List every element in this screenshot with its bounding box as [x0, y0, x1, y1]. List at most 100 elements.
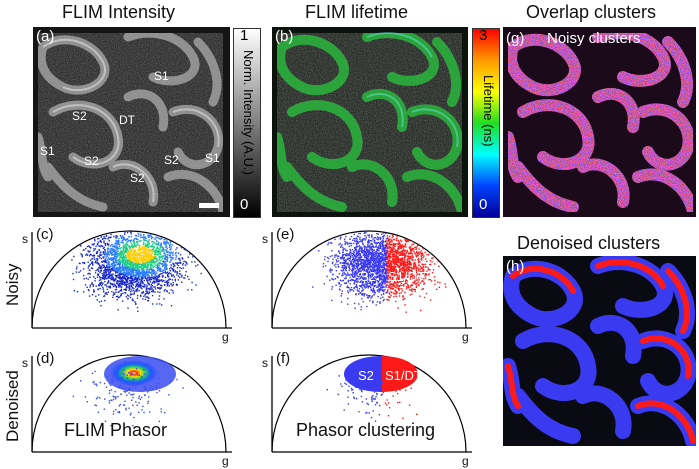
scatter-point [115, 251, 117, 254]
scatter-point [175, 254, 177, 257]
scatter-point [148, 275, 151, 277]
scatter-point [163, 251, 165, 253]
scatter-point [139, 273, 141, 276]
scatter-point [400, 280, 403, 282]
scatter-point [353, 246, 356, 249]
scatter-point [175, 248, 177, 251]
scatter-point [137, 383, 140, 386]
scatter-point [375, 259, 378, 261]
scatter-point [119, 403, 121, 406]
scatter-point [155, 261, 157, 263]
scatter-point [79, 244, 82, 247]
scatter-point [374, 246, 377, 248]
scatter-point [114, 278, 116, 281]
scatter-point [115, 282, 118, 285]
scatter-point [126, 260, 128, 262]
scatter-point [178, 272, 181, 275]
scatter-point [118, 405, 121, 407]
scatter-point [408, 259, 410, 261]
scatter-point [379, 302, 381, 304]
scatter-point [122, 279, 124, 282]
scatter-point [372, 291, 374, 293]
scatter-point [382, 296, 384, 298]
scatter-point [158, 276, 161, 278]
scatter-point [167, 281, 169, 284]
scatter-point [154, 291, 156, 293]
scatter-point [342, 274, 344, 276]
scatter-point [115, 279, 117, 281]
scatter-point [133, 416, 135, 419]
scatter-point [401, 245, 404, 248]
scatter-point [113, 270, 115, 272]
scatter-point [120, 294, 122, 296]
scatter-point [366, 269, 368, 272]
scatter-point [172, 282, 174, 284]
scatter-point [111, 267, 113, 270]
scatter-point [89, 253, 91, 256]
scatter-point [123, 263, 125, 266]
scatter-point [124, 260, 127, 262]
scatter-point [359, 285, 361, 287]
scatter-point [123, 247, 125, 249]
scatter-point [164, 252, 166, 254]
scatter-point [172, 274, 174, 276]
scatter-point [108, 402, 111, 404]
scatter-point [91, 267, 94, 270]
scatter-point [125, 242, 128, 244]
scatter-point [141, 255, 144, 257]
scatter-point [393, 279, 395, 281]
scatter-point [405, 252, 407, 254]
scatter-point [146, 267, 148, 270]
scatter-point [353, 273, 355, 275]
scatter-point [144, 249, 147, 251]
scatter-point [374, 260, 376, 262]
scatter-point [152, 291, 154, 293]
scatter-point [394, 271, 396, 274]
scatter-point [341, 293, 343, 295]
scatter-point [342, 248, 345, 250]
scatter-point [89, 284, 91, 286]
scatter-point [409, 263, 411, 266]
scatter-point [413, 288, 416, 291]
scatter-point [383, 267, 386, 269]
scatter-point [403, 255, 406, 257]
scatter-point [89, 263, 91, 265]
scatter-point [377, 276, 379, 278]
scatter-point [392, 288, 395, 290]
scatter-point [365, 280, 368, 283]
scatter-point [353, 287, 355, 290]
scatter-point [359, 277, 362, 280]
scatter-point [329, 268, 332, 270]
scatter-point [405, 270, 407, 272]
scatter-point [396, 285, 398, 287]
scatter-point [369, 277, 371, 279]
scatter-point [344, 265, 347, 268]
scatter-point [132, 239, 135, 242]
scatter-point [382, 248, 385, 250]
scatter-point [400, 261, 402, 263]
scatter-point [371, 254, 373, 257]
scatter-point [346, 249, 348, 252]
scatter-point [363, 284, 366, 286]
universal-circle [271, 230, 467, 329]
scatter-point [123, 369, 125, 371]
scatter-point [153, 252, 155, 254]
scatter-point [100, 254, 103, 256]
scatter-point [338, 288, 341, 290]
scatter-point [364, 248, 366, 250]
scatter-point [126, 240, 129, 243]
scatter-point [88, 251, 90, 253]
scatter-point [129, 270, 131, 272]
scatter-point [131, 298, 134, 300]
scatter-point [393, 292, 395, 294]
scatter-point [373, 241, 375, 243]
scatter-point [393, 269, 395, 271]
scatter-point [132, 271, 134, 274]
scatter-point [191, 289, 193, 291]
scatter-point [358, 241, 360, 243]
scatter-point [144, 239, 146, 241]
scatter-point [360, 260, 362, 263]
scatter-point [379, 236, 381, 239]
scatter-point [376, 257, 378, 259]
scatter-point [360, 249, 362, 251]
